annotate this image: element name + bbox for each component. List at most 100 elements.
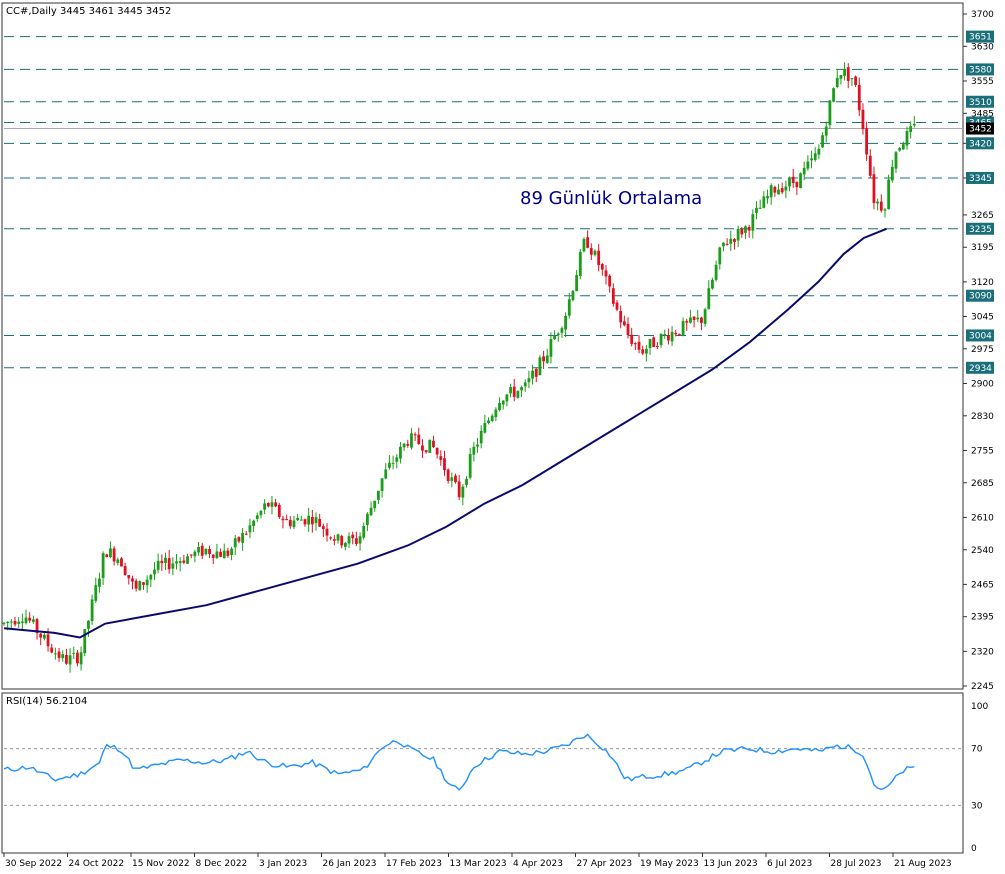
candle-body bbox=[314, 517, 318, 524]
candle-body bbox=[20, 621, 24, 623]
candle-body bbox=[13, 620, 17, 625]
candle-body bbox=[87, 620, 90, 629]
price-pane-frame bbox=[1, 2, 964, 690]
candle-body bbox=[663, 334, 667, 336]
candle-body bbox=[57, 651, 61, 658]
candle-body bbox=[226, 550, 230, 556]
candle-body bbox=[879, 201, 883, 211]
price-tick-label: 3120 bbox=[971, 278, 994, 288]
candle-body bbox=[505, 394, 509, 402]
candle-body bbox=[292, 520, 296, 528]
candle-body bbox=[479, 430, 483, 444]
level-label-bg bbox=[966, 116, 994, 129]
candle-body bbox=[821, 135, 824, 148]
candle-body bbox=[391, 463, 395, 465]
candle-body bbox=[652, 337, 656, 348]
candle-body bbox=[274, 502, 278, 507]
candle-body bbox=[171, 563, 175, 569]
candle-body bbox=[123, 565, 127, 575]
candle-body bbox=[454, 475, 457, 483]
candle-body bbox=[777, 189, 780, 195]
candle-body bbox=[142, 582, 145, 585]
candle-body bbox=[846, 67, 850, 81]
candle-body bbox=[83, 629, 87, 654]
candle-body bbox=[487, 420, 490, 424]
candle-body bbox=[483, 423, 487, 433]
rsi-tick-label: 30 bbox=[971, 801, 983, 811]
candle-body bbox=[424, 450, 428, 453]
candle-body bbox=[46, 634, 50, 647]
candle-body bbox=[527, 378, 531, 383]
candle-body bbox=[101, 553, 105, 578]
candle-body bbox=[865, 128, 869, 155]
candle-body bbox=[230, 548, 233, 555]
candle-body bbox=[733, 238, 736, 242]
candle-body bbox=[644, 348, 648, 354]
candle-body bbox=[755, 207, 758, 213]
candle-body bbox=[905, 130, 909, 146]
candle-body bbox=[788, 178, 791, 187]
price-tick-label: 3265 bbox=[971, 211, 994, 221]
candle-body bbox=[857, 84, 861, 111]
candle-body bbox=[633, 343, 637, 345]
candle-body bbox=[461, 486, 465, 498]
time-tick-label: 28 Jul 2023 bbox=[831, 859, 882, 869]
price-tick-label: 3630 bbox=[971, 42, 994, 52]
candle-body bbox=[384, 469, 388, 479]
candle-body bbox=[307, 515, 311, 525]
candle-body bbox=[769, 185, 773, 198]
candle-body bbox=[586, 237, 590, 248]
level-label-bg bbox=[966, 222, 994, 235]
rsi-tick-label: 0 bbox=[971, 844, 977, 854]
candle-body bbox=[219, 551, 222, 557]
candle-body bbox=[446, 469, 450, 481]
candle-body bbox=[839, 74, 843, 79]
candle-body bbox=[611, 288, 615, 304]
candle-body bbox=[578, 251, 582, 276]
candle-body bbox=[817, 148, 821, 155]
candle-body bbox=[255, 515, 259, 520]
candle-body bbox=[263, 503, 267, 510]
candle-body bbox=[685, 321, 689, 323]
candle-body bbox=[714, 264, 718, 280]
candle-body bbox=[259, 510, 263, 516]
candle-body bbox=[802, 168, 806, 175]
candle-body bbox=[498, 402, 501, 411]
candle-body bbox=[622, 321, 626, 326]
candle-body bbox=[105, 554, 109, 558]
candle-body bbox=[28, 617, 32, 621]
horizontal-levels bbox=[4, 36, 963, 369]
candle-body bbox=[542, 356, 545, 362]
level-label-bg bbox=[966, 30, 994, 43]
candle-body bbox=[648, 339, 652, 349]
candle-body bbox=[189, 554, 193, 556]
candle-body bbox=[321, 526, 325, 530]
candle-body bbox=[729, 238, 733, 244]
candle-body bbox=[523, 382, 527, 387]
candle-body bbox=[509, 387, 512, 394]
price-tick-label: 2755 bbox=[971, 446, 994, 456]
candle-body bbox=[700, 317, 703, 323]
candle-body bbox=[608, 275, 612, 287]
candle-body bbox=[61, 654, 65, 659]
price-tick-label: 2465 bbox=[971, 580, 994, 590]
candle-body bbox=[332, 539, 336, 541]
time-tick-label: 27 Apr 2023 bbox=[577, 859, 633, 869]
candle-body bbox=[369, 507, 373, 516]
candle-body bbox=[145, 579, 149, 586]
candle-body bbox=[890, 166, 894, 181]
candle-body bbox=[109, 548, 112, 558]
candle-body bbox=[65, 654, 68, 664]
candle-body bbox=[850, 78, 854, 80]
candle-body bbox=[237, 537, 241, 542]
candle-body bbox=[98, 578, 101, 587]
candle-body bbox=[358, 536, 362, 544]
candle-body bbox=[564, 315, 568, 330]
candle-body bbox=[560, 328, 564, 333]
candle-body bbox=[197, 546, 200, 553]
candle-body bbox=[619, 310, 623, 323]
candle-body bbox=[725, 243, 729, 245]
candle-body bbox=[325, 528, 329, 536]
level-label: 3510 bbox=[969, 98, 992, 108]
candle-body bbox=[898, 147, 902, 151]
